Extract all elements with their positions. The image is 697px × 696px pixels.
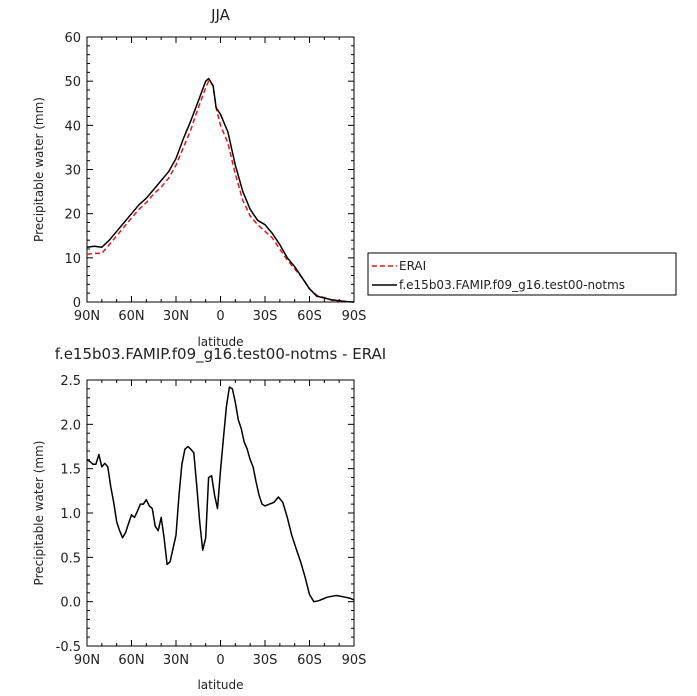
- x-tick-label: 60N: [118, 309, 144, 324]
- chart-title: f.e15b03.FAMIP.f09_g16.test00-notms - ER…: [55, 345, 386, 364]
- y-tick-label: 0.0: [60, 596, 81, 611]
- x-tick-label: 0: [216, 309, 224, 324]
- x-tick-label: 90N: [74, 309, 100, 324]
- x-tick-label: 90S: [342, 653, 367, 668]
- y-tick-label: 1.5: [60, 463, 81, 478]
- chart-title: JJA: [210, 6, 231, 24]
- x-tick-label: 30S: [253, 309, 278, 324]
- y-tick-label: -0.5: [56, 640, 81, 655]
- series-line-1: [86, 77, 355, 303]
- x-tick-label: 0: [216, 653, 224, 668]
- y-tick-label: 20: [64, 208, 81, 223]
- y-tick-label: 2.0: [60, 418, 81, 433]
- y-axis-label: Precipitable water (mm): [32, 441, 46, 586]
- y-tick-label: 40: [64, 119, 81, 134]
- y-tick-label: 1.0: [60, 507, 81, 522]
- lower-panel: f.e15b03.FAMIP.f09_g16.test00-notms - ER…: [32, 345, 386, 692]
- legend-box: [367, 252, 677, 296]
- y-tick-label: 0: [73, 296, 81, 311]
- y-tick-label: 10: [64, 252, 81, 267]
- y-tick-label: 60: [64, 31, 81, 46]
- x-axis-label: latitude: [197, 678, 243, 692]
- legend-entry: f.e15b03.FAMIP.f09_g16.test00-notms: [399, 278, 625, 292]
- x-tick-label: 30N: [163, 653, 189, 668]
- legend: ERAI f.e15b03.FAMIP.f09_g16.test00-notms: [367, 252, 677, 296]
- y-tick-label: 2.5: [60, 374, 81, 389]
- x-tick-label: 60N: [118, 653, 144, 668]
- series-line-0: [86, 386, 355, 603]
- x-tick-label: 30N: [163, 309, 189, 324]
- y-tick-label: 50: [64, 75, 81, 90]
- y-axis-label: Precipitable water (mm): [32, 97, 46, 242]
- x-tick-label: 90N: [74, 653, 100, 668]
- y-tick-label: 30: [64, 164, 81, 179]
- upper-panel: JJA 90N 60N 30N 0 30S 60S 90S 0 10 20 30 40 50 60 latit…: [32, 6, 366, 349]
- x-tick-label: 60S: [297, 653, 322, 668]
- x-axis-label: latitude: [197, 335, 243, 349]
- x-tick-label: 60S: [297, 309, 322, 324]
- plot-frame: [86, 36, 355, 303]
- x-tick-label: 30S: [253, 653, 278, 668]
- plot-frame: [86, 379, 355, 647]
- legend-entry: ERAI: [399, 259, 426, 273]
- x-tick-label: 90S: [342, 309, 367, 324]
- y-tick-label: 0.5: [60, 551, 81, 566]
